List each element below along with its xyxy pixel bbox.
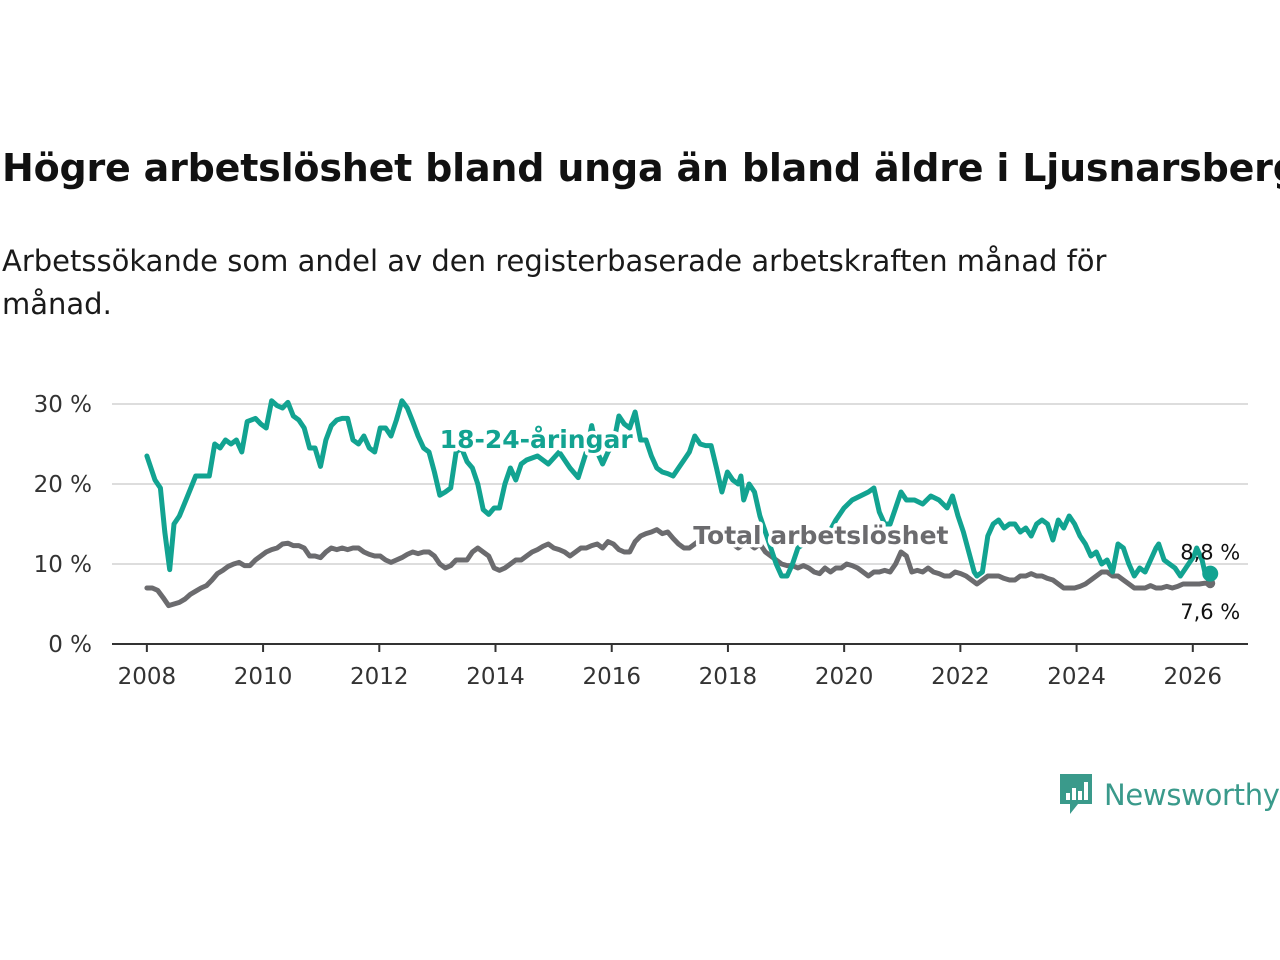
y-axis-ticks: 0 % 10 % 20 % 30 % <box>34 392 92 658</box>
line-chart: 0 % 10 % 20 % 30 % 2008 2010 2012 2014 2016 2018… <box>34 392 1248 690</box>
series-lines <box>144 398 1219 609</box>
x-tick-label: 2014 <box>466 664 525 690</box>
y-tick-label: 30 % <box>34 392 92 418</box>
chart-subtitle: Arbetssökande som andel av den registerb… <box>2 244 1107 321</box>
y-tick-label: 0 % <box>48 632 92 658</box>
logo-text: Newsworthy <box>1104 778 1280 812</box>
x-tick-label: 2016 <box>582 664 641 690</box>
x-tick-label: 2026 <box>1164 664 1223 690</box>
x-axis-ticks: 2008 2010 2012 2014 2016 2018 2020 2022 2024 2026 <box>118 644 1222 690</box>
series-labels: 7,6 % 8,8 % 18-24-åringar Total arbetslöshe… <box>436 422 1240 625</box>
x-tick-label: 2020 <box>815 664 874 690</box>
youth-end-label: 8,8 % <box>1180 541 1240 565</box>
youth-end-point <box>1202 565 1219 582</box>
youth-series-label: 18-24-åringar <box>440 425 634 454</box>
x-tick-label: 2022 <box>931 664 990 690</box>
y-tick-label: 10 % <box>34 552 92 578</box>
gridlines <box>112 403 1248 565</box>
x-tick-label: 2008 <box>118 664 177 690</box>
newsworthy-logo[interactable]: Newsworthy <box>1058 772 1280 818</box>
total-end-label: 7,6 % <box>1180 600 1240 624</box>
total-series-line <box>144 527 1213 609</box>
y-tick-label: 20 % <box>34 472 92 498</box>
x-tick-label: 2010 <box>234 664 293 690</box>
x-tick-label: 2018 <box>699 664 758 690</box>
total-series-label: Total arbetslöshet <box>693 521 948 550</box>
x-tick-label: 2024 <box>1047 664 1106 690</box>
x-tick-label: 2012 <box>350 664 409 690</box>
chart-title: Högre arbetslöshet bland unga än bland ä… <box>2 146 1280 190</box>
youth-series-line <box>144 398 1213 579</box>
bar-chart-speech-bubble-icon <box>1060 774 1092 814</box>
